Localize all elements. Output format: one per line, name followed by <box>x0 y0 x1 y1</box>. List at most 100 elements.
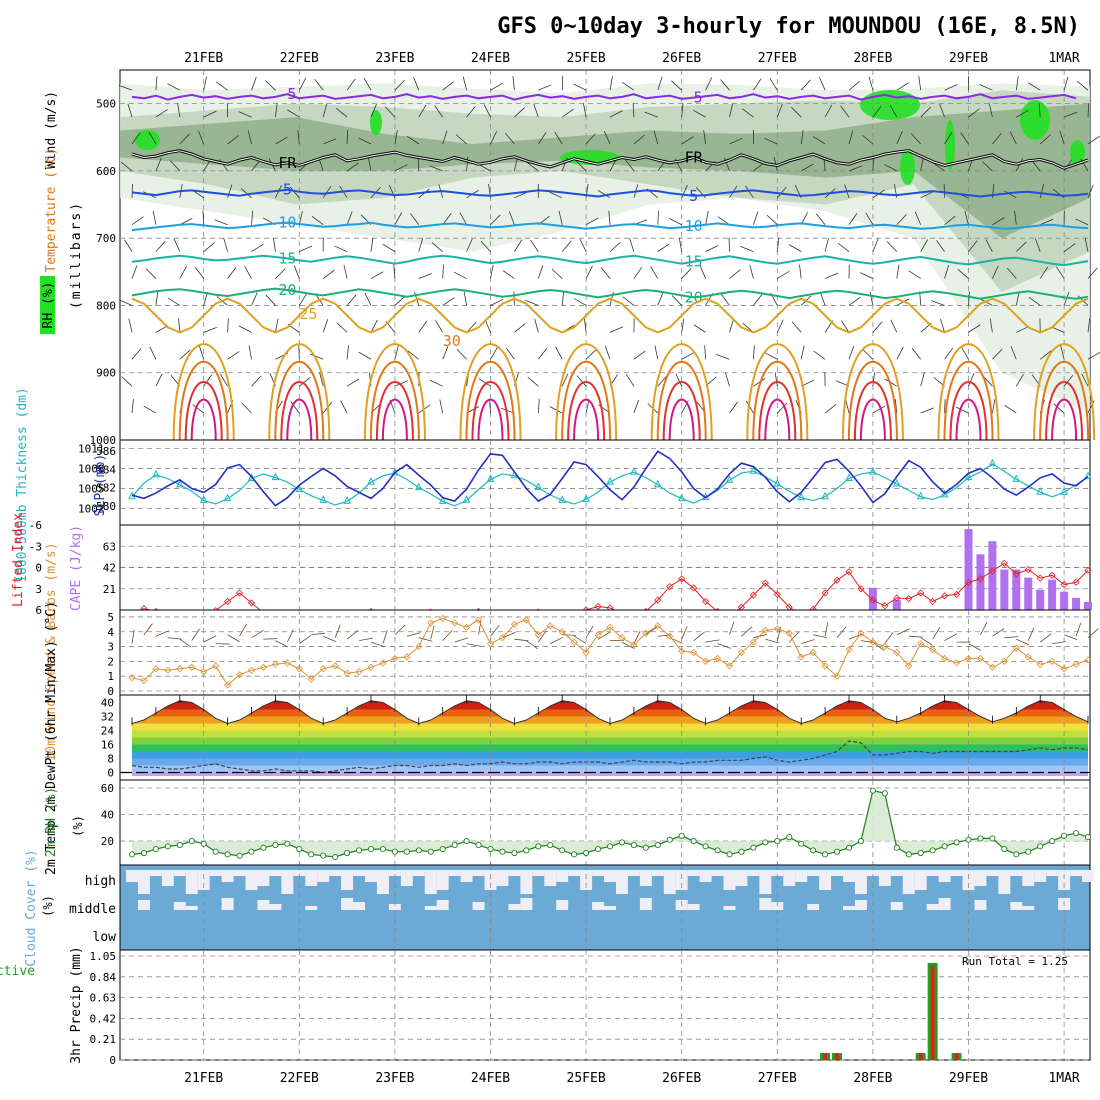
wind-barb <box>896 346 904 360</box>
rh-point <box>511 849 518 857</box>
rh-point <box>583 849 590 857</box>
slp-tick-1008: 1008 <box>78 463 105 476</box>
wind-speed-point <box>773 625 781 633</box>
wind-barb <box>1087 267 1098 279</box>
wind-barb <box>1060 345 1065 360</box>
bottom-date-21FEB: 21FEB <box>184 1071 223 1086</box>
wind-barb <box>202 210 205 225</box>
cloud-high-gap <box>1022 870 1035 886</box>
surface-wind-barb <box>143 623 153 635</box>
wind-barb <box>299 245 313 253</box>
wind-barb <box>884 164 897 172</box>
thickness-tick-580: 580 <box>96 500 116 513</box>
wind-barb <box>533 103 539 118</box>
cloud-high-gap <box>711 870 724 876</box>
wind-barb <box>178 318 181 333</box>
cloud-high-gap <box>496 870 509 886</box>
li-point <box>917 589 925 597</box>
rh-saturated-patch <box>945 120 955 170</box>
warm-contour <box>937 343 1000 441</box>
pressure-tick-600: 600 <box>96 165 116 178</box>
wind-barb <box>791 321 802 333</box>
cloud-high-gap <box>854 870 867 894</box>
surface-wind-barb <box>1075 622 1082 637</box>
wind-barb <box>819 77 826 91</box>
wind-barb <box>370 104 377 118</box>
surface-wind-barb <box>1063 634 1078 641</box>
wind-barb <box>1039 184 1044 198</box>
li-point <box>1012 570 1020 578</box>
li-point <box>702 597 710 606</box>
rh-saturated-patch <box>900 150 915 185</box>
warm-contour <box>363 343 426 441</box>
wind-barb <box>293 265 300 279</box>
wind-barb <box>340 400 348 414</box>
wind-speed-point <box>749 638 757 646</box>
wind-barb <box>417 156 420 171</box>
isotherm-20 <box>131 287 1089 300</box>
wind-barb <box>1014 210 1017 225</box>
wind-barb <box>439 399 444 414</box>
temp-color-band <box>132 730 1088 738</box>
wind-barb <box>675 373 683 387</box>
wind-barb <box>490 82 503 91</box>
wind-barb <box>705 77 713 91</box>
surface-wind-barb <box>406 632 421 637</box>
cloud-high-gap <box>520 870 533 894</box>
warm-contour <box>567 381 606 441</box>
li-point <box>952 590 961 598</box>
surface-wind-barb <box>323 635 337 642</box>
wind-speed-point <box>510 620 518 628</box>
wind-barb <box>227 184 233 198</box>
thickness-point <box>319 495 328 503</box>
surface-wind-barb <box>191 628 200 641</box>
surface-wind-barb <box>311 632 326 636</box>
wind-barb <box>525 299 539 306</box>
wind-barb <box>729 103 734 118</box>
cloud-high-gap <box>687 870 700 876</box>
wind-speed-point <box>152 665 160 673</box>
warm-contour <box>656 361 707 441</box>
top-date-24FEB: 24FEB <box>471 51 510 66</box>
thickness-point <box>725 475 734 483</box>
rh-point <box>403 848 410 855</box>
wind-barb <box>466 105 476 118</box>
cloud-mid-gap <box>843 906 855 910</box>
wind-barb <box>681 268 692 279</box>
wind-barb <box>167 83 180 91</box>
warm-contour <box>758 381 797 441</box>
surface-wind-barb <box>466 643 481 647</box>
thickness-point <box>486 474 495 482</box>
cape-lifted-index-panel: -6 -3 0 3 6 21 42 63 Lifted Index CAPE (J/kg) <box>11 513 1092 625</box>
rh-point <box>499 848 506 855</box>
wind-barb <box>729 137 743 145</box>
li-point <box>247 599 256 607</box>
surface-wind-barb <box>299 635 311 644</box>
rh-point <box>1025 848 1032 855</box>
cloud-high-gap <box>1034 870 1047 882</box>
temp-tick-8: 8 <box>107 753 114 766</box>
wind-barb <box>334 245 348 253</box>
wind-barb <box>745 185 754 199</box>
wind-barb <box>1040 218 1054 226</box>
wind-barb <box>527 376 539 387</box>
wind-barb <box>179 133 190 145</box>
li-point <box>988 567 996 575</box>
temp-color-band <box>132 723 1088 731</box>
wind-barb <box>456 348 467 360</box>
cloud-level-middle: middle <box>69 902 116 917</box>
wind-barb <box>992 399 996 414</box>
wind-barb <box>346 294 357 306</box>
wind-barb <box>741 108 754 118</box>
rh-point <box>606 843 614 850</box>
wind-barb <box>693 324 706 333</box>
rh-point <box>176 842 183 849</box>
wind-barb <box>127 103 133 118</box>
bottom-date-27FEB: 27FEB <box>758 1071 797 1086</box>
wind-barb <box>418 320 428 333</box>
thickness-point <box>940 489 949 498</box>
isotherm-25 <box>131 297 1089 334</box>
warm-contour <box>650 343 713 441</box>
surface-wind-barb <box>788 631 800 643</box>
wind-barb <box>753 378 766 387</box>
